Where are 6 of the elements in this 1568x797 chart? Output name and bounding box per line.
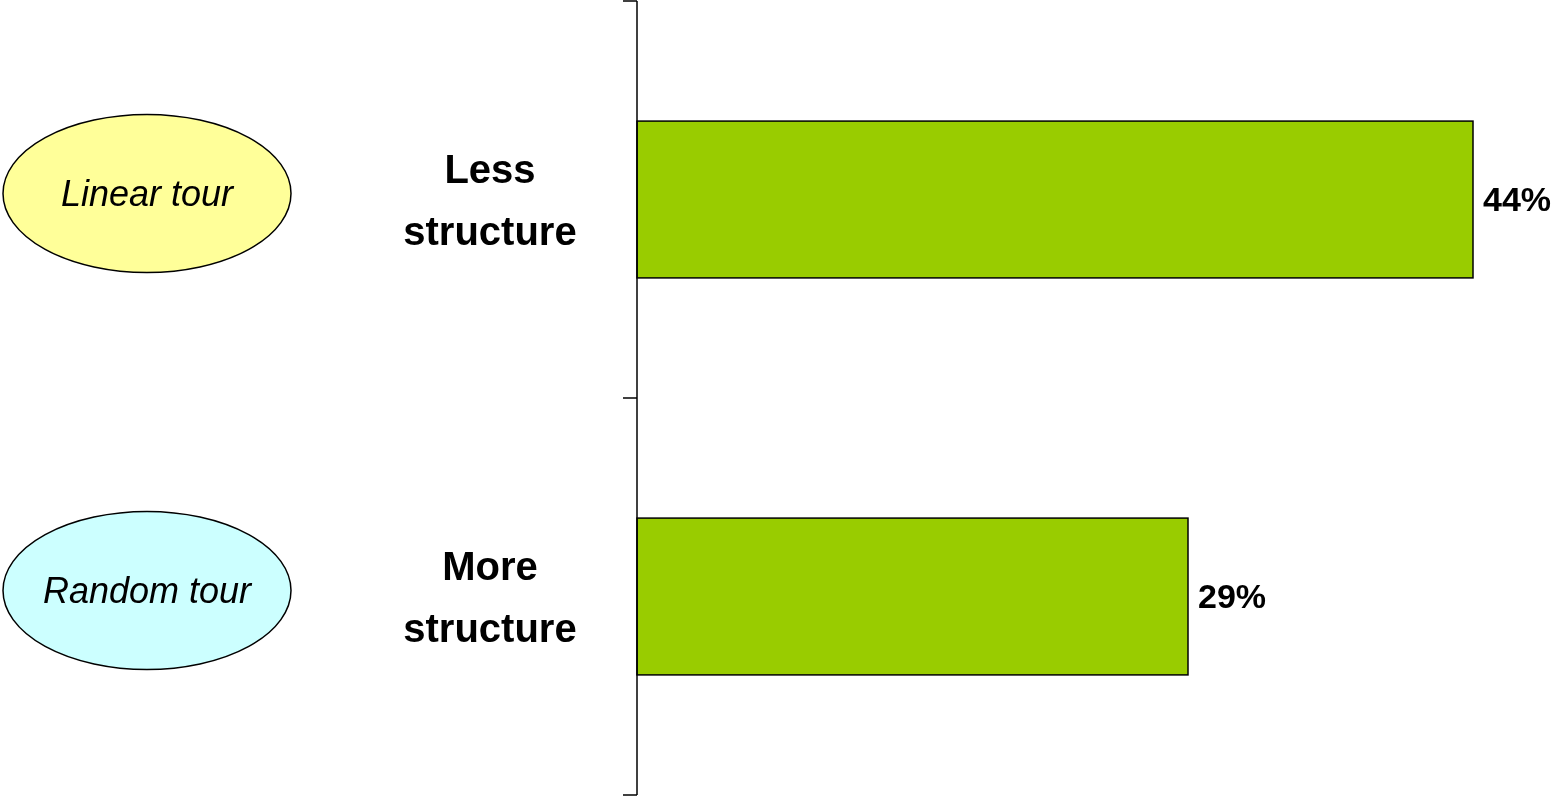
data-label: 29%: [1198, 577, 1267, 616]
text: Random tour: [42, 570, 254, 612]
text: Linear tour: [60, 173, 236, 215]
data-label: 44%: [1483, 180, 1552, 219]
y-tick-label: Less structure: [403, 146, 577, 253]
y-tick-label: More structure: [403, 543, 577, 650]
